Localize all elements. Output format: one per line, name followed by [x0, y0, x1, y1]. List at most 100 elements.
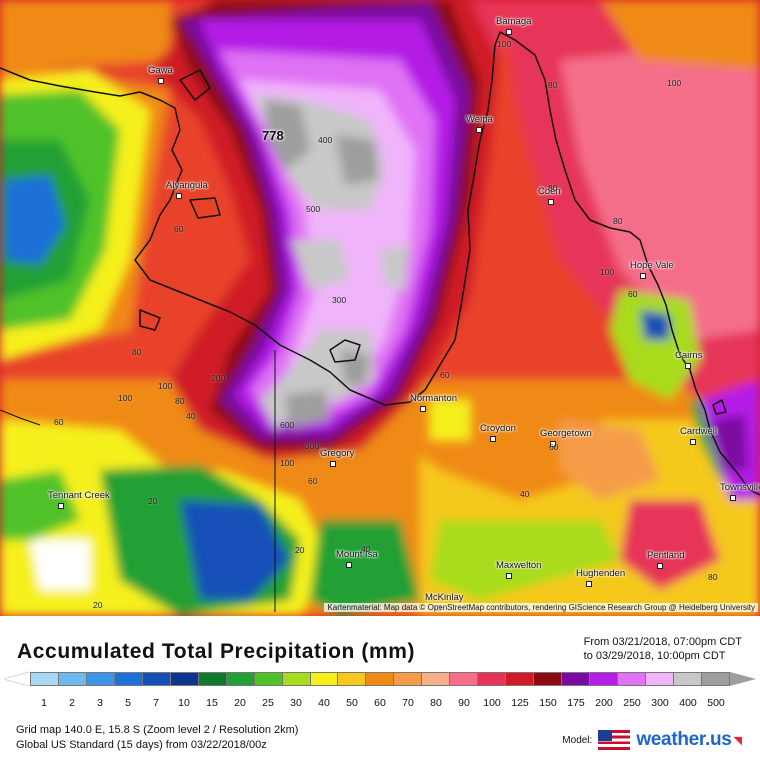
border-lines: [0, 350, 276, 612]
place-marker-icon: [550, 441, 556, 448]
scale-bin: [618, 673, 646, 685]
scale-bins: [30, 672, 730, 686]
place-name: Hope Vale: [630, 260, 674, 271]
scale-label: 40: [318, 697, 330, 709]
place-label[interactable]: Mount Isa: [336, 549, 378, 571]
scale-label: 15: [206, 697, 218, 709]
contour-value: 20: [93, 600, 103, 610]
place-label[interactable]: Croydon: [480, 423, 516, 445]
contour-value: 60: [54, 417, 64, 427]
scale-bin: [590, 673, 619, 685]
place-label[interactable]: Alyangula: [166, 180, 208, 202]
scale-label: 7: [153, 697, 159, 709]
scale-label: 5: [125, 697, 131, 709]
contour-value: 20: [148, 496, 158, 506]
place-label[interactable]: Georgetown: [540, 428, 592, 450]
us-flag-icon: [598, 730, 631, 750]
map-attribution[interactable]: Kartenmaterial: Map data © OpenStreetMap…: [324, 603, 758, 612]
scale-label: 150: [539, 697, 557, 709]
place-marker-icon: [506, 573, 512, 580]
contour-value: 300: [332, 295, 347, 305]
place-label[interactable]: Cairns: [675, 350, 702, 372]
scale-labels: 1 2 3 5 7 10 15 20 25 30 40 50 60 70 80 90 100 125 150 175 2…: [0, 697, 760, 711]
grid-info-line: Grid map 140.0 E, 15.8 S (Zoom level 2 /…: [16, 724, 299, 736]
place-marker-icon: [548, 199, 554, 206]
grid-info: Grid map 140.0 E, 15.8 S (Zoom level 2 /…: [16, 723, 298, 753]
place-marker-icon: [690, 439, 696, 446]
scale-label: 10: [178, 697, 190, 709]
coastline: [0, 31, 760, 496]
max-value-label: 778: [262, 128, 284, 143]
place-name: Georgetown: [540, 428, 592, 439]
scale-label: 100: [483, 697, 501, 709]
place-name: Croydon: [480, 423, 516, 434]
scale-bin: [254, 673, 283, 685]
scale-bin: [58, 673, 87, 685]
contour-value: 500: [306, 204, 321, 214]
scale-label: 200: [595, 697, 613, 709]
scale-label: 70: [402, 697, 414, 709]
place-label[interactable]: Gregory: [320, 448, 354, 470]
contour-value: 400: [318, 135, 333, 145]
place-marker-icon: [158, 78, 164, 85]
scale-bin: [86, 673, 115, 685]
precipitation-field: [0, 0, 760, 616]
place-name: Coen: [538, 186, 561, 197]
place-label[interactable]: Coen: [538, 186, 561, 208]
place-label[interactable]: Cardwell: [680, 426, 717, 448]
place-name: Tennant Creek: [48, 490, 110, 501]
contour-value: 100: [497, 39, 512, 49]
precipitation-map[interactable]: 778 Gawa Bamaga Weipa Alyangula Coen Hope Val…: [0, 0, 760, 616]
scale-arrow-right: [730, 672, 756, 686]
place-name: Gregory: [320, 448, 355, 459]
weather-us-logo[interactable]: weather.us: [636, 729, 732, 750]
contour-value: 80: [548, 80, 558, 90]
brand[interactable]: Model: weather.us ◥: [562, 728, 742, 752]
place-marker-icon: [506, 29, 512, 36]
scale-bin: [198, 673, 227, 685]
contour-value: 100: [158, 381, 173, 391]
place-label[interactable]: Weipa: [466, 114, 493, 136]
scale-bin: [394, 673, 423, 685]
scale-label: 300: [651, 697, 669, 709]
place-label[interactable]: Maxwelton: [496, 560, 541, 582]
place-label[interactable]: Bamaga: [496, 16, 531, 38]
contour-value: 200: [211, 373, 226, 383]
place-label[interactable]: Gawa: [148, 65, 173, 87]
scale-bin: [142, 673, 171, 685]
place-name: Cardwell: [680, 426, 717, 437]
place-label[interactable]: Normanton: [410, 393, 457, 415]
place-label[interactable]: Hughenden: [576, 568, 625, 590]
place-label[interactable]: Pentland: [647, 550, 685, 572]
place-name: McKinlay: [425, 592, 464, 603]
place-marker-icon: [685, 363, 691, 370]
scale-label: 20: [234, 697, 246, 709]
place-name: Bamaga: [496, 16, 532, 27]
scale-label: 250: [623, 697, 641, 709]
place-marker-icon: [420, 406, 426, 413]
contour-value: 300: [305, 441, 320, 451]
scale-bin: [701, 673, 729, 685]
legend-panel: [0, 616, 760, 760]
contour-value: 20: [295, 545, 305, 555]
place-marker-icon: [58, 503, 64, 510]
place-name: Cairns: [675, 350, 703, 361]
contour-value: 60: [628, 289, 638, 299]
place-name: Alyangula: [166, 180, 208, 191]
scale-label: 80: [430, 697, 442, 709]
place-label[interactable]: Tennant Creek: [48, 490, 110, 512]
color-scale: [4, 672, 756, 686]
place-marker-icon: [476, 127, 482, 134]
date-from: From 03/21/2018, 07:00pm CDT: [583, 636, 742, 648]
place-label[interactable]: Townsville: [720, 482, 760, 504]
contour-value: 60: [308, 476, 318, 486]
place-name: Hughenden: [576, 568, 626, 579]
place-marker-icon: [730, 495, 736, 502]
scale-label: 90: [458, 697, 470, 709]
contour-value: 600: [280, 420, 295, 430]
scale-bin: [506, 673, 535, 685]
scale-bin: [478, 673, 507, 685]
contour-value: 80: [613, 216, 623, 226]
scale-label: 500: [707, 697, 725, 709]
place-label[interactable]: Hope Vale: [630, 260, 674, 282]
